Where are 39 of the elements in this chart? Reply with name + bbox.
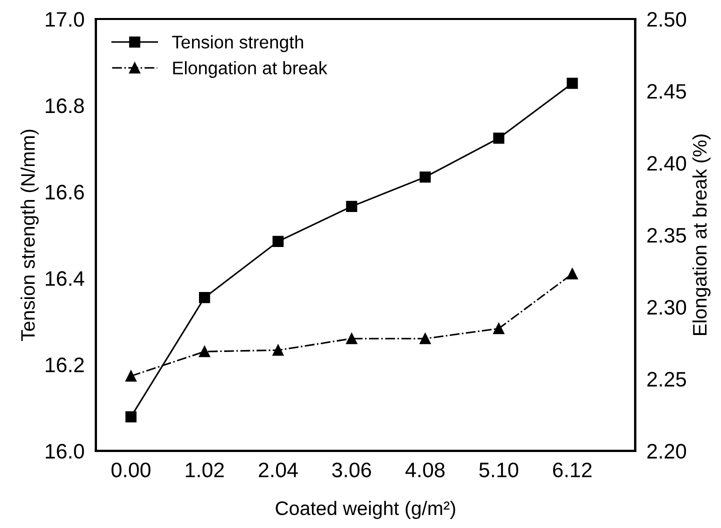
y-tick-label: 17.0 <box>46 12 84 27</box>
x-tick-label: 4.08 <box>405 462 445 478</box>
point <box>566 78 578 89</box>
y2-axis-title: Elongation at break (%) <box>692 134 711 335</box>
x-tick-label: 5.10 <box>479 462 518 478</box>
legend-label: Elongation at break <box>173 61 328 78</box>
x-tick-label: 3.06 <box>332 462 372 478</box>
y2-tick-label: 2.40 <box>647 156 686 171</box>
point <box>272 236 284 247</box>
point <box>198 346 210 358</box>
y2-tick-label: 2.45 <box>647 84 686 99</box>
point <box>198 292 210 304</box>
y2-tick-label: 2.20 <box>647 444 686 459</box>
point <box>420 333 431 344</box>
point <box>493 132 504 144</box>
point <box>346 200 358 212</box>
y2-tick-label: 2.50 <box>647 12 686 27</box>
y2-tick-label: 2.30 <box>647 300 686 315</box>
y2-tick-label: 2.35 <box>647 228 686 243</box>
y-tick-label: 16.8 <box>46 98 84 114</box>
y-tick-label: 16.4 <box>46 271 84 286</box>
point <box>346 333 358 344</box>
x-tick-label: 1.02 <box>186 462 224 478</box>
point <box>566 268 578 280</box>
point <box>125 370 137 382</box>
x-tick-label: 0.00 <box>112 462 150 478</box>
legend-label: Tension strength <box>172 35 304 52</box>
y-tick-label: 16.0 <box>46 444 84 459</box>
point <box>420 172 431 183</box>
x-tick-label: 2.04 <box>258 462 298 478</box>
y-axis-title: Tension strength (N/mm) <box>20 130 39 341</box>
point <box>272 344 284 356</box>
x-axis-title: Coated weight (g/m²) <box>276 500 456 520</box>
point <box>493 322 504 334</box>
y-tick-label: 16.6 <box>46 184 84 200</box>
point <box>125 411 137 422</box>
x-tick-label: 6.12 <box>553 462 592 478</box>
y-tick-label: 16.2 <box>46 358 84 372</box>
y2-tick-label: 2.25 <box>647 372 686 387</box>
